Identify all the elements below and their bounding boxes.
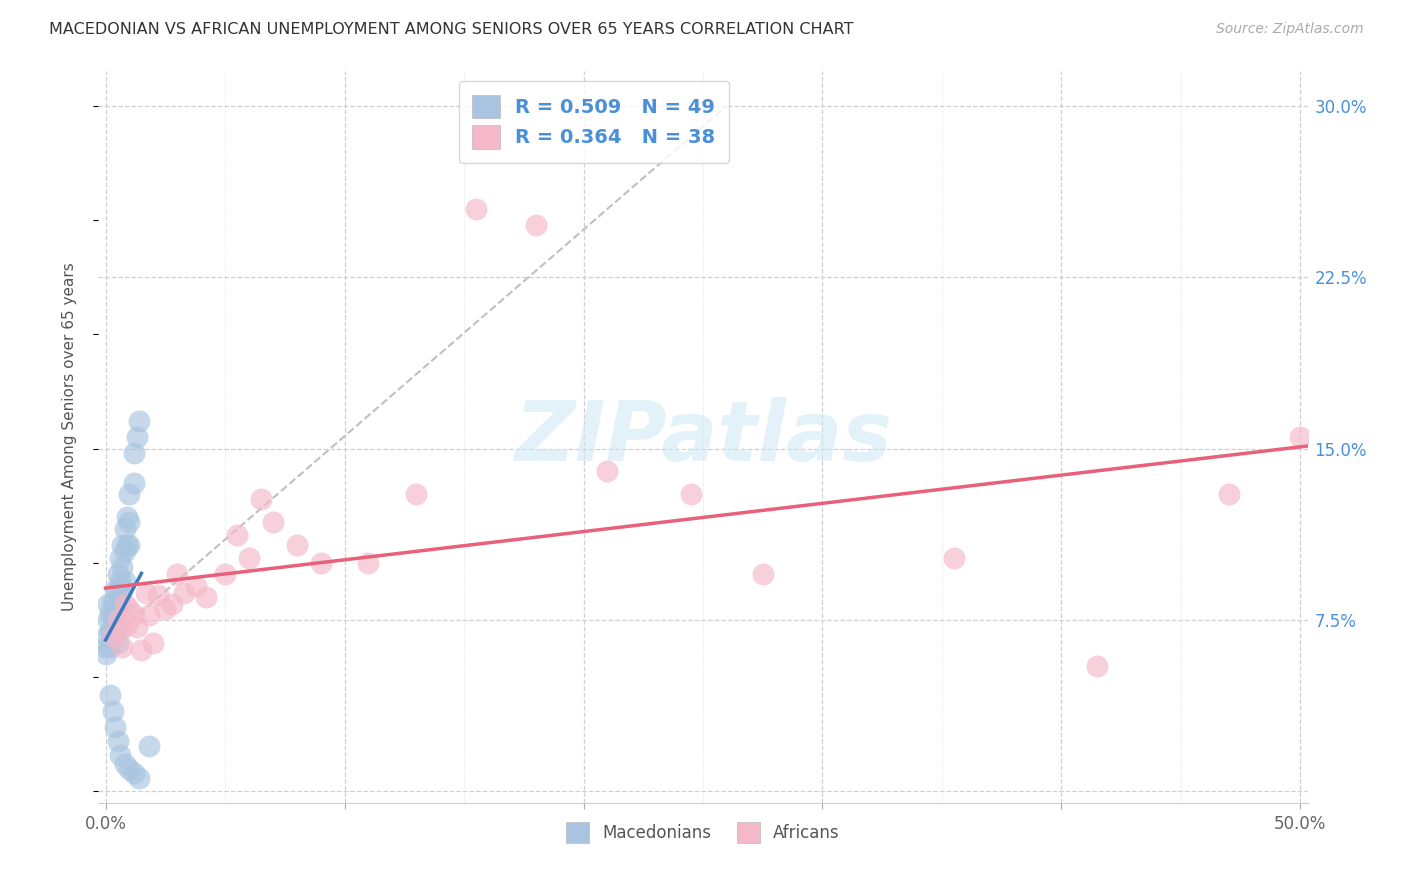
- Legend: Macedonians, Africans: Macedonians, Africans: [560, 815, 846, 849]
- Point: [681, 487, 703, 501]
- Point: [104, 720, 127, 734]
- Point: [118, 487, 141, 501]
- Point: [186, 579, 208, 593]
- Point: [98, 624, 121, 639]
- Point: [128, 414, 150, 428]
- Point: [101, 629, 124, 643]
- Point: [115, 510, 138, 524]
- Point: [115, 537, 138, 551]
- Point: [118, 601, 141, 615]
- Point: [107, 613, 129, 627]
- Point: [104, 613, 127, 627]
- Point: [173, 585, 195, 599]
- Point: [107, 734, 129, 748]
- Point: [97, 597, 120, 611]
- Point: [107, 636, 129, 650]
- Point: [122, 608, 145, 623]
- Point: [166, 567, 188, 582]
- Point: [226, 528, 249, 542]
- Point: [262, 515, 284, 529]
- Point: [108, 747, 131, 762]
- Point: [309, 556, 332, 570]
- Point: [114, 574, 136, 588]
- Point: [104, 583, 127, 598]
- Text: ZIPatlas: ZIPatlas: [515, 397, 891, 477]
- Point: [146, 588, 169, 602]
- Point: [108, 624, 131, 639]
- Point: [142, 636, 165, 650]
- Point: [524, 218, 547, 232]
- Point: [114, 756, 136, 771]
- Point: [107, 567, 129, 582]
- Point: [118, 762, 141, 776]
- Point: [238, 551, 260, 566]
- Text: Source: ZipAtlas.com: Source: ZipAtlas.com: [1216, 22, 1364, 37]
- Point: [405, 487, 427, 501]
- Point: [107, 617, 129, 632]
- Point: [94, 629, 117, 643]
- Point: [1218, 487, 1240, 501]
- Point: [111, 640, 134, 655]
- Point: [250, 491, 273, 506]
- Point: [596, 464, 619, 478]
- Point: [1085, 658, 1108, 673]
- Point: [94, 640, 117, 655]
- Point: [111, 560, 134, 574]
- Point: [138, 739, 160, 753]
- Point: [162, 597, 184, 611]
- Point: [285, 537, 308, 551]
- Point: [101, 610, 124, 624]
- Point: [138, 608, 160, 623]
- Text: MACEDONIAN VS AFRICAN UNEMPLOYMENT AMONG SENIORS OVER 65 YEARS CORRELATION CHART: MACEDONIAN VS AFRICAN UNEMPLOYMENT AMONG…: [49, 22, 853, 37]
- Point: [128, 771, 150, 785]
- Point: [194, 590, 217, 604]
- Point: [111, 583, 134, 598]
- Point: [465, 202, 488, 216]
- Point: [98, 689, 121, 703]
- Point: [94, 647, 117, 661]
- Point: [98, 640, 121, 655]
- Point: [108, 574, 131, 588]
- Point: [942, 551, 965, 566]
- Point: [135, 585, 157, 599]
- Point: [114, 597, 136, 611]
- Point: [108, 594, 131, 608]
- Point: [97, 613, 120, 627]
- Point: [104, 597, 127, 611]
- Point: [214, 567, 236, 582]
- Point: [118, 537, 141, 551]
- Point: [114, 544, 136, 558]
- Point: [125, 620, 148, 634]
- Point: [122, 475, 145, 490]
- Point: [111, 537, 134, 551]
- Point: [107, 583, 129, 598]
- Point: [122, 766, 145, 780]
- Point: [98, 606, 121, 620]
- Point: [155, 601, 177, 615]
- Point: [101, 629, 124, 643]
- Point: [101, 705, 124, 719]
- Point: [104, 629, 127, 643]
- Point: [115, 617, 138, 632]
- Point: [101, 594, 124, 608]
- Point: [751, 567, 773, 582]
- Point: [107, 601, 129, 615]
- Point: [118, 515, 141, 529]
- Point: [108, 551, 131, 566]
- Point: [357, 556, 380, 570]
- Y-axis label: Unemployment Among Seniors over 65 years: Unemployment Among Seniors over 65 years: [62, 263, 77, 611]
- Point: [1289, 430, 1312, 444]
- Point: [131, 642, 153, 657]
- Point: [125, 430, 148, 444]
- Point: [122, 446, 145, 460]
- Point: [114, 521, 136, 535]
